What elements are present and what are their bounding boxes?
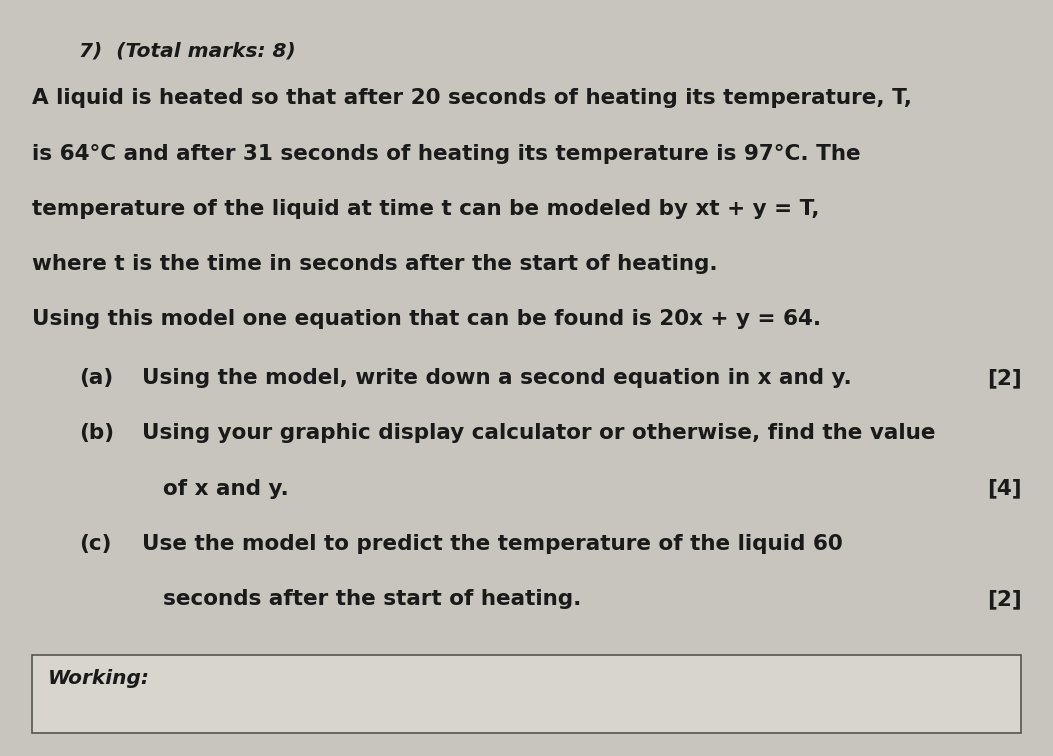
Text: [2]: [2] — [987, 589, 1021, 609]
Text: Working:: Working: — [47, 669, 150, 688]
Text: Use the model to predict the temperature of the liquid 60: Use the model to predict the temperature… — [142, 534, 842, 554]
Text: Using your graphic display calculator or otherwise, find the value: Using your graphic display calculator or… — [142, 423, 936, 444]
Text: Using the model, write down a second equation in x and y.: Using the model, write down a second equ… — [142, 368, 852, 389]
Text: A liquid is heated so that after 20 seconds of heating its temperature, T,: A liquid is heated so that after 20 seco… — [32, 88, 912, 109]
Text: where t is the time in seconds after the start of heating.: where t is the time in seconds after the… — [32, 254, 717, 274]
Text: Using this model one equation that can be found is 20x + y = 64.: Using this model one equation that can b… — [32, 309, 820, 330]
Text: temperature of the liquid at time t can be modeled by xt + y = T,: temperature of the liquid at time t can … — [32, 199, 819, 219]
Text: [2]: [2] — [987, 368, 1021, 389]
Text: seconds after the start of heating.: seconds after the start of heating. — [163, 589, 581, 609]
Text: 7)  (Total marks: 8): 7) (Total marks: 8) — [79, 42, 296, 60]
FancyBboxPatch shape — [32, 655, 1021, 733]
Text: (c): (c) — [79, 534, 112, 554]
Text: (a): (a) — [79, 368, 114, 389]
Text: (b): (b) — [79, 423, 114, 444]
Text: of x and y.: of x and y. — [163, 479, 289, 499]
Text: is 64°C and after 31 seconds of heating its temperature is 97°C. The: is 64°C and after 31 seconds of heating … — [32, 144, 860, 164]
Text: [4]: [4] — [987, 479, 1021, 499]
